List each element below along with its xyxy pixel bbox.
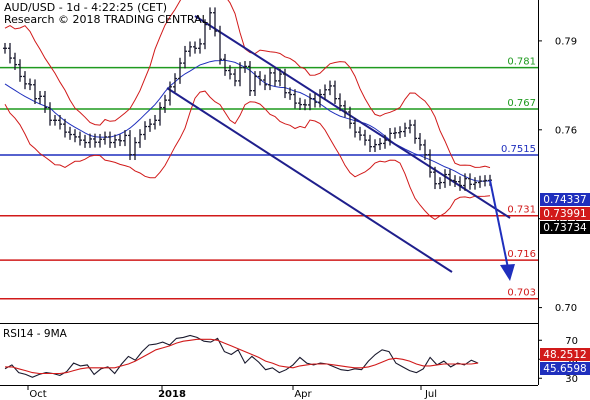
rsi-title: RSI14 - 9MA [3, 328, 68, 340]
rsi-tick-label: 30 [565, 374, 578, 385]
level-label: 0.716 [507, 249, 536, 260]
channel-upper [194, 15, 511, 219]
level-label: 0.703 [507, 288, 536, 299]
rsi-badge [540, 348, 590, 361]
projection-arrow-shaft [489, 179, 509, 269]
rsi-badge-label: 45.6598 [543, 363, 586, 375]
rsi-pane [0, 323, 538, 385]
time-tick-label: 2018 [158, 389, 186, 400]
price-pane [0, 0, 538, 323]
moving-average [4, 59, 491, 182]
time-tick-label: Apr [294, 389, 312, 400]
time-tick-label: Oct [29, 389, 46, 400]
bollinger-lower [4, 90, 491, 221]
level-label: 0.781 [507, 57, 536, 68]
rsi-tick-label: 70 [565, 336, 578, 347]
price-tick-label: 0.76 [555, 125, 577, 136]
projection-arrowhead [500, 264, 515, 281]
rsi-badge [540, 362, 590, 375]
price-badge-label: 0.73991 [543, 208, 586, 220]
rsi-line [4, 334, 479, 378]
rsi-layer: RSI14 - 9MA [3, 328, 479, 378]
chart-copyright: Research © 2018 TRADING CENTRAL [4, 13, 208, 26]
price-badge-label: 0.74337 [543, 194, 586, 206]
price-tick-label: 0.70 [555, 303, 577, 314]
level-label: 0.767 [507, 98, 536, 109]
chart-title: AUD/USD - 1d - 4:22:25 (CET) [4, 1, 167, 14]
level-label: 0.731 [507, 205, 536, 216]
axis-layer: 0.790.760.730.700.743370.739910.73734705… [27, 36, 590, 400]
time-tick-label: Jul [424, 389, 437, 400]
price-layer: 0.781 0.767 0.7515 0.731 0.716 0.703 [0, 0, 538, 300]
price-badge-label: 0.73734 [543, 222, 587, 234]
price-tick-label: 0.79 [555, 36, 577, 47]
rsi-ma-line [5, 338, 479, 375]
channel-lower [166, 87, 453, 273]
rsi-badge-label: 48.2512 [543, 349, 586, 361]
price-badge [540, 193, 590, 206]
level-label: 0.7515 [501, 144, 536, 155]
price-badge [540, 221, 590, 234]
price-badge [540, 207, 590, 220]
